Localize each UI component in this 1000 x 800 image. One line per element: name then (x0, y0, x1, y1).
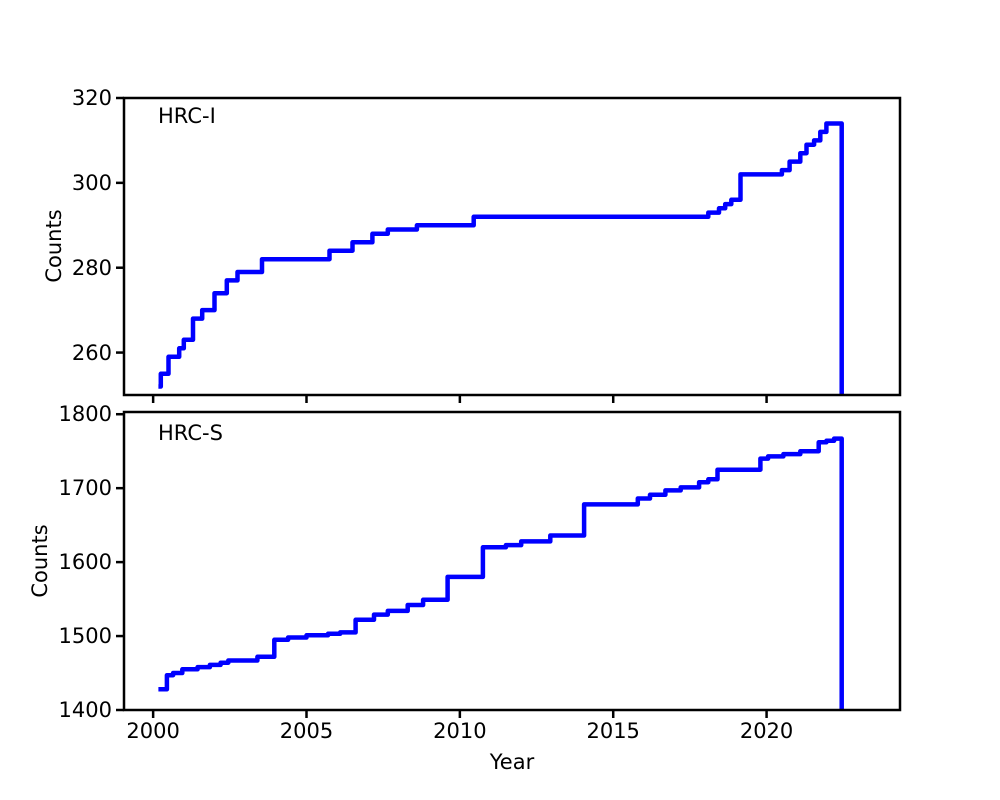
x-tick-label: 2015 (586, 719, 640, 743)
y-tick-label: 320 (71, 86, 112, 110)
y-tick-label: 1400 (58, 698, 112, 722)
x-tick-label: 2010 (433, 719, 487, 743)
y-tick-label: 1600 (58, 550, 112, 575)
x-tick-label: 2020 (739, 719, 794, 743)
y-tick-label: 260 (71, 340, 112, 365)
x-tick-label: 2000 (126, 719, 180, 743)
y-tick-label: 1500 (58, 624, 112, 649)
axes-spines (122, 96, 902, 397)
y-tick-label: 1800 (58, 402, 112, 427)
y-tick-label: 300 (71, 170, 112, 195)
y-tick-label: 280 (71, 255, 112, 280)
series-line-hrc-s (158, 436, 844, 710)
y-tick-label: 1700 (58, 476, 112, 501)
series-line-hrc-i (158, 121, 844, 395)
x-tick-label: 2005 (279, 719, 334, 743)
panel-label-hrc-i: HRC-I (158, 104, 216, 128)
panel-label-hrc-s: HRC-S (158, 421, 223, 445)
x-axis-label: Year (489, 750, 535, 774)
